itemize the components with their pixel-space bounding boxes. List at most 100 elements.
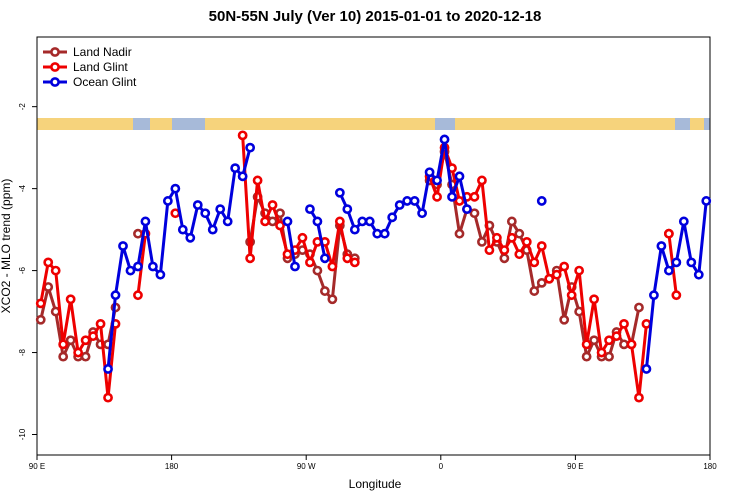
data-point	[559, 314, 570, 325]
y-tick-label: -8	[18, 348, 27, 356]
data-point	[604, 351, 614, 362]
data-point	[237, 171, 248, 182]
land-band	[690, 118, 704, 130]
data-point	[663, 228, 674, 239]
legend-label: Land Glint	[73, 60, 128, 74]
data-point	[327, 261, 338, 272]
data-point	[536, 277, 547, 288]
data-point	[656, 241, 667, 251]
data-point	[95, 318, 106, 329]
data-point	[349, 224, 360, 235]
data-point	[454, 228, 465, 239]
data-point	[484, 245, 495, 255]
legend-label: Ocean Glint	[73, 75, 137, 89]
data-point	[491, 232, 502, 243]
land-band	[37, 118, 133, 130]
data-point	[267, 216, 278, 227]
data-point	[133, 228, 143, 239]
data-point	[185, 232, 196, 243]
data-point	[357, 216, 368, 227]
data-point	[454, 196, 465, 206]
data-point	[297, 232, 308, 243]
data-point	[686, 257, 697, 268]
plot-frame	[36, 36, 711, 456]
data-point	[619, 318, 629, 329]
data-point	[559, 261, 570, 272]
data-point	[536, 241, 547, 251]
data-point	[417, 208, 428, 219]
data-point	[432, 175, 442, 186]
data-point	[364, 216, 375, 227]
data-point	[103, 392, 113, 403]
data-point	[267, 200, 278, 210]
data-point	[148, 261, 158, 272]
data-point	[162, 196, 173, 206]
x-tick-label: 90 E	[567, 462, 583, 471]
chart-title: 50N-55N July (Ver 10) 2015-01-01 to 2020…	[209, 8, 542, 25]
data-point	[529, 286, 540, 296]
data-point	[312, 216, 323, 227]
land-band	[150, 118, 172, 130]
data-point	[626, 339, 637, 350]
data-point	[275, 220, 285, 231]
data-point	[312, 265, 323, 276]
data-point	[58, 351, 69, 362]
y-tick-label: -4	[18, 185, 27, 193]
data-point	[604, 335, 614, 346]
data-point	[260, 216, 270, 227]
data-point	[342, 253, 353, 264]
data-point	[678, 216, 689, 227]
land-band	[455, 118, 675, 130]
data-point	[574, 265, 585, 276]
x-tick-label: 0	[439, 462, 444, 471]
data-point	[88, 331, 98, 342]
data-point	[477, 175, 487, 186]
data-point	[245, 253, 256, 264]
data-point	[80, 351, 91, 362]
data-point	[619, 339, 629, 350]
data-point	[177, 224, 188, 235]
data-point	[611, 331, 622, 342]
data-point	[207, 224, 218, 235]
data-point	[125, 265, 136, 276]
legend-marker	[50, 47, 60, 57]
data-point	[671, 257, 682, 268]
data-point	[65, 294, 76, 305]
data-point	[634, 392, 644, 403]
land-band	[205, 118, 435, 130]
data-point	[693, 269, 704, 280]
data-point	[469, 191, 480, 202]
data-point	[282, 216, 293, 227]
data-point	[514, 249, 525, 260]
data-point	[477, 237, 487, 247]
data-point	[439, 134, 450, 145]
data-point	[387, 212, 398, 223]
data-point	[319, 286, 330, 296]
data-point	[409, 196, 420, 206]
data-point	[43, 257, 54, 268]
data-point	[342, 204, 353, 215]
data-point	[50, 265, 61, 276]
data-point	[170, 183, 181, 194]
x-tick-label: 90 E	[29, 462, 45, 471]
data-point	[65, 335, 76, 346]
data-point	[305, 257, 315, 268]
data-point	[282, 249, 293, 260]
data-point	[514, 228, 525, 239]
legend-label: Land Nadir	[73, 45, 132, 59]
data-point	[290, 261, 300, 272]
data-point	[103, 364, 113, 374]
x-tick-label: 90 W	[297, 462, 316, 471]
data-point	[469, 208, 480, 219]
data-point	[462, 204, 472, 215]
data-point	[133, 290, 143, 301]
data-point	[35, 314, 46, 325]
x-tick-label: 180	[703, 462, 717, 471]
data-point	[536, 196, 547, 206]
data-point	[379, 228, 390, 239]
data-point	[245, 142, 256, 153]
data-point	[641, 364, 652, 374]
data-point	[372, 228, 383, 239]
data-point	[80, 335, 91, 346]
data-point	[327, 294, 338, 305]
